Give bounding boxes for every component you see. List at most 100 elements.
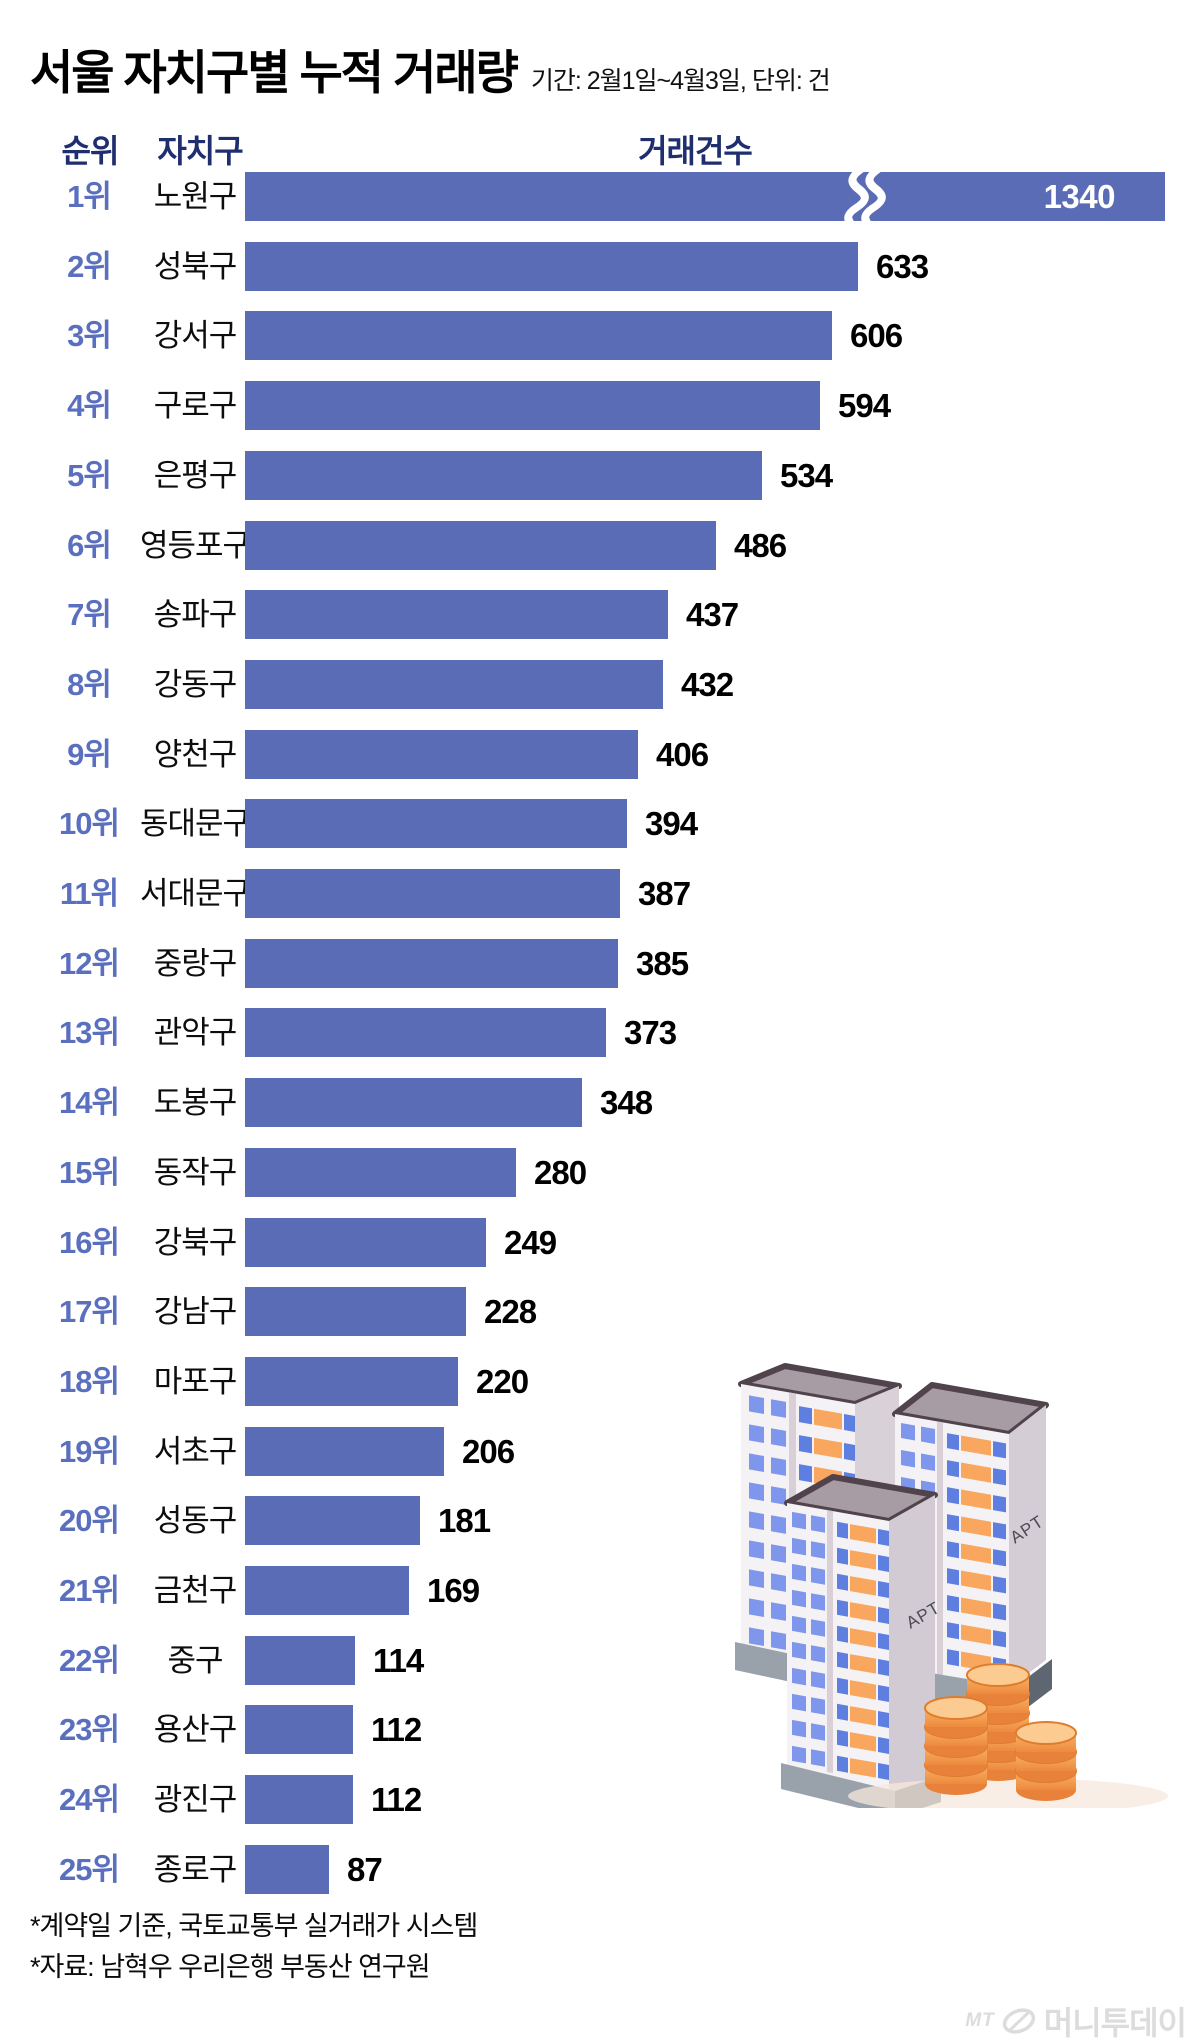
table-row: 8위 강동구 432 — [0, 650, 1200, 720]
window — [947, 1568, 959, 1586]
window — [792, 1589, 806, 1608]
rank-label: 21위 — [58, 1573, 120, 1608]
window — [878, 1737, 889, 1754]
rank-label: 8위 — [67, 666, 112, 702]
window — [961, 1543, 991, 1564]
window — [993, 1603, 1006, 1621]
page-subtitle: 기간: 2월1일~4월3일, 단위: 건 — [530, 67, 831, 95]
window — [799, 1435, 812, 1454]
window — [837, 1729, 848, 1747]
district-label: 양천구 — [153, 736, 238, 772]
value-label: 249 — [504, 1223, 557, 1261]
footnote-source-system: *계약일 기준, 국토교통부 실거래가 시스템 — [30, 1911, 478, 1941]
bar-broken: 1340 — [245, 165, 1165, 228]
table-row: 6위 영등포구 486 — [0, 511, 1200, 581]
window — [878, 1659, 889, 1676]
rank-label: 20위 — [58, 1503, 120, 1539]
window — [993, 1549, 1006, 1567]
value-label: 486 — [734, 526, 787, 564]
table-row: 23위 용산구 112 — [0, 1695, 1200, 1765]
value-label: 348 — [600, 1084, 653, 1122]
district-label: 성북구 — [153, 248, 238, 284]
district-label: 노원구 — [153, 179, 238, 214]
table-row: 18위 마포구 220 — [0, 1347, 1200, 1417]
window — [961, 1462, 991, 1483]
window — [811, 1723, 825, 1741]
window — [811, 1593, 825, 1611]
window — [799, 1464, 812, 1483]
window — [961, 1624, 991, 1645]
bar — [245, 799, 627, 849]
district-label: 은평구 — [153, 457, 238, 493]
window — [993, 1495, 1006, 1513]
rank-label: 1위 — [67, 179, 112, 214]
window — [878, 1607, 889, 1624]
window — [961, 1597, 991, 1618]
window — [947, 1541, 959, 1559]
title-block: 서울 자치구별 누적 거래량 기간: 2월1일~4월3일, 단위: 건 — [30, 34, 831, 103]
window — [792, 1511, 806, 1530]
window — [837, 1677, 848, 1695]
window — [947, 1622, 959, 1640]
table-row: 5위 은평구 534 — [0, 441, 1200, 511]
district-label: 서초구 — [153, 1433, 238, 1469]
value-label: 633 — [876, 247, 929, 285]
window — [878, 1581, 889, 1598]
axis-break-icon — [844, 165, 886, 228]
window — [811, 1671, 825, 1689]
window — [749, 1569, 764, 1589]
window — [837, 1573, 848, 1591]
district-label: 중구 — [167, 1642, 223, 1678]
window — [814, 1408, 842, 1430]
window — [811, 1541, 825, 1559]
rank-label: 24위 — [58, 1782, 120, 1818]
window — [901, 1423, 915, 1441]
window — [961, 1516, 991, 1537]
logo-mt-text: MT — [965, 2010, 995, 2031]
table-row: 16위 강북구 249 — [0, 1208, 1200, 1278]
value-label: 437 — [686, 596, 739, 634]
logo-oval-icon — [1002, 2008, 1035, 2034]
bar — [245, 311, 832, 361]
rank-label: 18위 — [58, 1363, 120, 1399]
window — [837, 1703, 848, 1721]
window — [771, 1631, 786, 1650]
coin-stacks-icon — [924, 1663, 1077, 1801]
district-label: 강북구 — [153, 1224, 238, 1260]
rank-label: 2위 — [67, 248, 112, 284]
window — [844, 1414, 855, 1432]
window — [947, 1460, 959, 1478]
window — [771, 1428, 786, 1447]
window — [921, 1426, 935, 1445]
moneytoday-logo: MT 머니투데이 — [965, 1998, 1187, 2042]
window — [850, 1524, 876, 1544]
rank-label: 12위 — [58, 945, 120, 981]
value-label: 181 — [438, 1502, 491, 1540]
column-header-count: 거래건수 — [638, 133, 753, 169]
rank-label: 10위 — [58, 806, 120, 842]
district-label: 중랑구 — [153, 945, 238, 981]
column-header-rank: 순위 — [61, 133, 120, 169]
bar — [245, 381, 820, 431]
table-row: 24위 광진구 112 — [0, 1765, 1200, 1835]
value-label: 406 — [656, 735, 709, 773]
window — [771, 1573, 786, 1592]
value-label-inside-bar: 1340 — [1043, 178, 1116, 215]
window — [921, 1453, 935, 1472]
window — [837, 1755, 848, 1773]
window — [811, 1619, 825, 1637]
table-row: 9위 양천구 406 — [0, 720, 1200, 790]
window — [749, 1540, 764, 1560]
window — [901, 1450, 915, 1468]
bar — [245, 1844, 329, 1894]
table-row: 4위 구로구 594 — [0, 371, 1200, 441]
window — [749, 1511, 764, 1531]
window — [947, 1514, 959, 1532]
bar — [245, 1078, 582, 1128]
window — [837, 1599, 848, 1617]
window — [749, 1395, 764, 1415]
bar — [245, 1775, 353, 1825]
window — [749, 1627, 764, 1647]
rank-label: 23위 — [58, 1712, 120, 1748]
